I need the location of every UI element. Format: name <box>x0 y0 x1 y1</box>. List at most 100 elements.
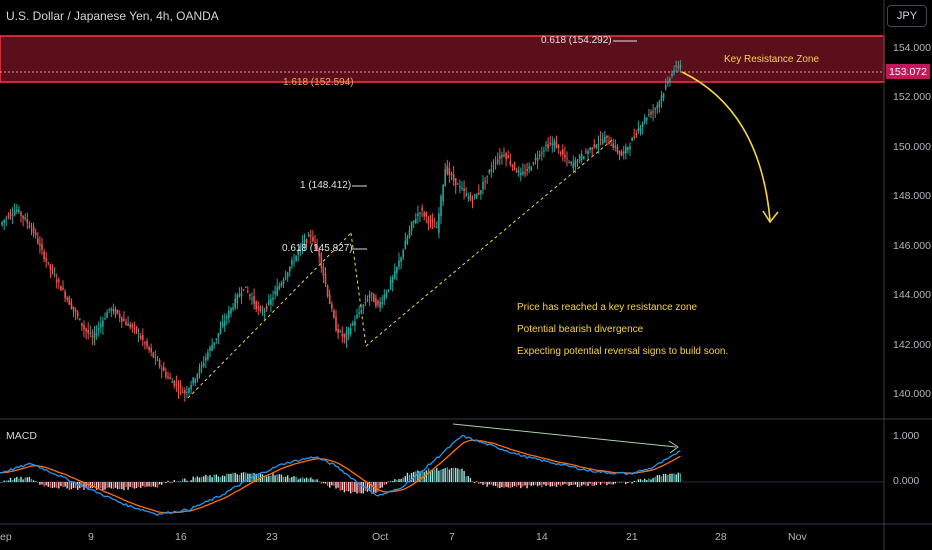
candle-body <box>55 279 58 283</box>
macd-histogram-bar <box>396 479 398 482</box>
candle-body <box>538 154 541 157</box>
macd-histogram-bar <box>192 476 194 482</box>
candle-body <box>247 291 249 293</box>
macd-histogram-bar <box>585 482 587 486</box>
candle-body <box>341 333 344 337</box>
macd-histogram-bar <box>112 482 115 489</box>
price-tick: 146.000 <box>893 240 931 252</box>
macd-tick: 0.000 <box>893 475 920 487</box>
candle-body <box>488 170 491 173</box>
macd-histogram-bar <box>641 479 644 482</box>
candle-body <box>587 151 589 155</box>
candle-body <box>28 225 31 228</box>
macd-histogram-bar <box>219 476 222 482</box>
candle-body <box>480 190 482 194</box>
macd-histogram-bar <box>534 482 537 485</box>
candle-body <box>89 333 92 335</box>
macd-histogram-bar <box>56 482 58 489</box>
candle-body <box>238 294 241 297</box>
macd-histogram-bar <box>673 473 675 482</box>
candle-body <box>230 307 232 314</box>
macd-histogram-bar <box>375 482 377 493</box>
macd-histogram-bar <box>121 482 123 490</box>
candle-body <box>190 384 192 390</box>
macd-histogram-bar <box>564 482 566 484</box>
candle-body <box>604 136 606 143</box>
reversal-arrow <box>681 71 771 221</box>
macd-histogram-bar <box>116 482 119 490</box>
candle-body <box>64 291 66 298</box>
candle-body <box>133 324 136 326</box>
macd-histogram-bar <box>310 477 312 482</box>
macd-histogram-bar <box>473 482 476 483</box>
macd-histogram-bar <box>188 481 190 482</box>
candle-body <box>677 66 680 68</box>
time-tick: 9 <box>88 531 94 543</box>
macd-histogram-bar <box>154 482 157 488</box>
macd-histogram-bar <box>171 482 173 483</box>
candle-body <box>43 251 45 260</box>
candle-body <box>318 248 320 257</box>
macd-histogram-bar <box>450 467 453 482</box>
candle-body <box>442 185 444 202</box>
candle-body <box>123 318 125 321</box>
macd-histogram-bar <box>625 482 627 485</box>
macd-tick: 1.000 <box>893 430 920 442</box>
macd-histogram-bar <box>7 480 10 482</box>
macd-histogram-bar <box>448 469 451 482</box>
candle-body <box>93 331 96 339</box>
macd-histogram-bar <box>417 470 419 482</box>
candle-body <box>421 207 423 211</box>
macd-histogram-bar <box>532 482 535 486</box>
macd-histogram-bar <box>205 474 207 482</box>
macd-histogram-bar <box>425 470 427 482</box>
candle-body <box>658 100 661 107</box>
candle-body <box>328 294 331 304</box>
candle-body <box>385 293 388 297</box>
macd-histogram-bar <box>482 482 484 485</box>
fib-label-one: 1 (148.412) <box>300 180 352 191</box>
candle-body <box>192 377 194 384</box>
macd-histogram-bar <box>337 482 339 488</box>
candle-body <box>331 304 333 309</box>
macd-histogram-bar <box>230 473 232 482</box>
currency-button[interactable]: JPY <box>887 5 927 27</box>
candle-body <box>606 135 608 138</box>
macd-histogram-bar <box>360 482 362 494</box>
candle-body <box>515 170 518 173</box>
macd-histogram-bar <box>648 478 650 482</box>
macd-histogram-bar <box>148 482 150 487</box>
candle-body <box>295 255 297 261</box>
macd-histogram-bar <box>278 474 280 482</box>
candle-body <box>389 279 392 289</box>
candle-body <box>637 128 640 132</box>
macd-histogram-bar <box>551 482 553 487</box>
candle-body <box>278 285 281 290</box>
candle-body <box>291 260 293 265</box>
candle-body <box>377 300 379 305</box>
candle-body <box>102 320 104 327</box>
macd-histogram-bar <box>129 482 131 487</box>
macd-histogram-bar <box>339 482 341 491</box>
candle-body <box>116 310 119 314</box>
macd-histogram-bar <box>528 482 530 485</box>
candle-body <box>354 321 356 326</box>
macd-histogram-bar <box>333 482 335 486</box>
macd-histogram-bar <box>434 469 436 482</box>
candle-body <box>167 376 169 378</box>
macd-histogram-bar <box>74 482 77 489</box>
candle-body <box>251 298 253 300</box>
macd-histogram-bar <box>515 482 518 487</box>
macd-histogram-bar <box>221 475 224 482</box>
candle-body <box>209 347 211 351</box>
macd-histogram-bar <box>207 476 209 482</box>
current-price-tag: 153.072 <box>886 64 930 79</box>
candle-body <box>646 118 648 121</box>
candle-body <box>343 334 346 338</box>
macd-histogram-bar <box>398 479 400 482</box>
macd-histogram-bar <box>133 482 136 489</box>
candle-body <box>419 212 421 215</box>
macd-histogram-bar <box>26 477 28 482</box>
